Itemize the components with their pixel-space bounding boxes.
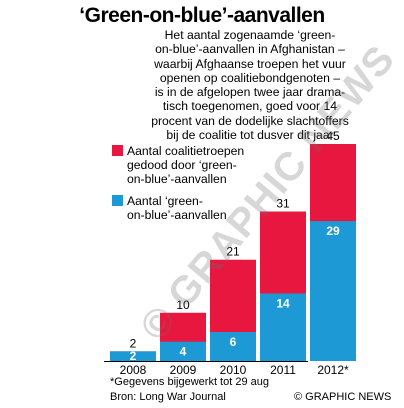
intro-line: Het aantal zogenaamde ‘green- [164, 28, 336, 42]
value-label-killed: 45 [326, 129, 340, 143]
bar-attacks [110, 351, 156, 361]
intro-line: tisch toegenomen, goed voor 14 [162, 99, 338, 114]
category-label: 2011 [270, 363, 296, 377]
chart-title: ‘Green-on-blue’-aanvallen [79, 4, 325, 27]
bar-attacks [210, 332, 256, 361]
intro-line: openen op coalitiebondgenoten – [159, 70, 341, 85]
intro-line: procent van de dodelijke slachtoffers [151, 113, 349, 128]
bar-attacks [160, 341, 206, 361]
value-label-killed: 31 [276, 197, 290, 211]
intro-line: is in de afgelopen twee jaar drama- [154, 85, 346, 100]
value-label-killed: 10 [176, 298, 190, 312]
legend-label: Aantal coalitietroepen [127, 144, 244, 158]
legend-label: gedood door ‘green- [127, 158, 237, 172]
bar-attacks [260, 293, 306, 361]
legend-label: on-blue’-aanvallen [127, 172, 227, 186]
intro-line: on-blue’-aanvallen in Afghanistan – [155, 42, 345, 57]
legend-label: on-blue’-aanvallen [127, 208, 227, 222]
category-label: 2009 [170, 363, 197, 377]
intro-text: Het aantal zogenaamde ‘green- on-blue’-a… [100, 28, 400, 142]
credit: © GRAPHIC NEWS [294, 391, 392, 403]
value-label-attacks: 4 [180, 345, 187, 359]
category-label: 2008 [120, 363, 147, 377]
value-label-attacks: 14 [276, 296, 290, 310]
legend-label: Aantal ‘green- [127, 194, 203, 208]
footnote: *Gegevens bijgewerkt tot 29 aug [110, 376, 269, 388]
value-label-attacks: 6 [230, 335, 237, 349]
category-label: 2010 [220, 363, 247, 377]
legend-swatch-attacks [112, 195, 123, 206]
value-label-killed: 21 [226, 245, 240, 259]
intro-line: bij de coalitie tot dusver dit jaar [166, 128, 334, 143]
value-label-attacks: 29 [326, 224, 340, 238]
bar-attacks [310, 221, 356, 361]
category-label: 2012* [317, 363, 349, 377]
intro-line: waarbij Afghaanse troepen het vuur [154, 56, 346, 71]
value-label-killed: 2 [130, 336, 137, 350]
value-label-attacks: 2 [130, 349, 137, 363]
legend-swatch-killed [112, 145, 123, 156]
source: Bron: Long War Journal [110, 391, 226, 403]
